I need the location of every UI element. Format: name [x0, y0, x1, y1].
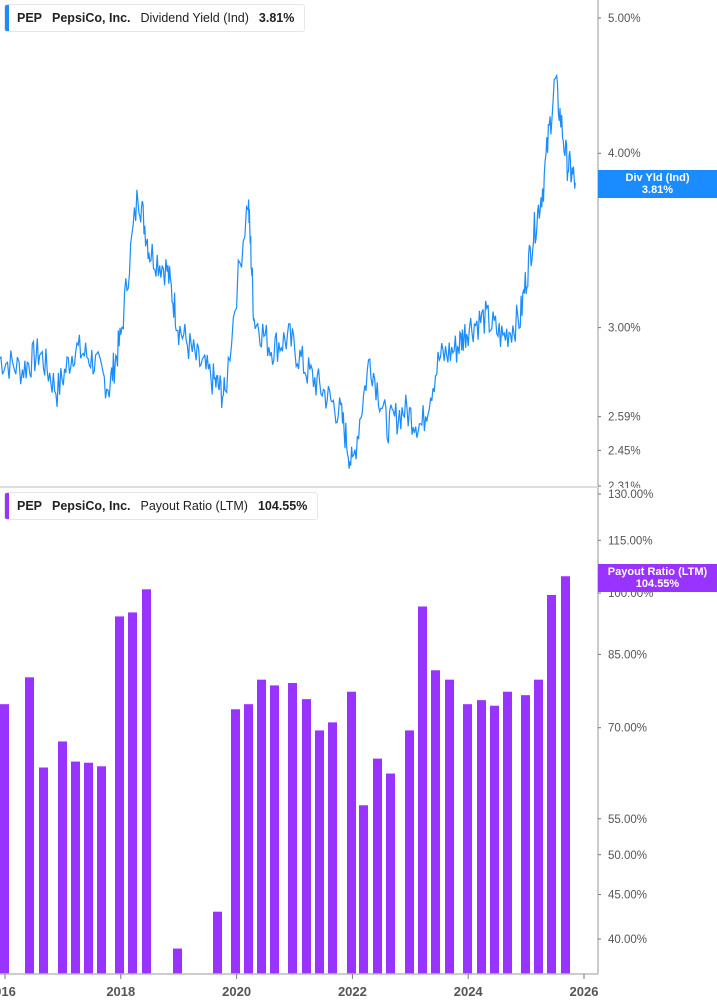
y-axis-tick-label: 130.00% [608, 489, 653, 501]
payout-bar[interactable] [490, 705, 499, 974]
y-axis-tick-label: 3.00% [608, 323, 641, 335]
payout-bar[interactable] [0, 704, 9, 974]
payout-bar[interactable] [431, 670, 440, 974]
y-axis-tick-label: 2.45% [608, 445, 641, 457]
payout-bar[interactable] [84, 762, 93, 974]
y-axis-tick-label: 115.00% [608, 535, 653, 547]
legend-value: 3.81% [258, 11, 295, 25]
x-axis-tick-label: 2026 [570, 984, 599, 999]
dividend-yield-legend[interactable]: PEP PepsiCo, Inc. Dividend Yield (Ind) 3… [4, 4, 306, 32]
payout-bar[interactable] [359, 805, 368, 974]
y-axis-tick-label: 45.00% [608, 890, 647, 902]
x-axis-tick-label: 2022 [338, 984, 367, 999]
legend-ticker: PEP [17, 499, 43, 513]
legend-value: 104.55% [257, 499, 308, 513]
payout-ratio-panel: 130.00% 115.00% 100.00% 85.00% 70.00% 55.00% 5… [0, 488, 717, 1005]
payout-bar[interactable] [561, 576, 570, 974]
payout-bar[interactable] [173, 948, 182, 974]
payout-bar[interactable] [213, 911, 222, 974]
legend-ticker: PEP [17, 11, 43, 25]
current-yield-flag: Div Yld (Ind) 3.81% [598, 170, 717, 198]
payout-bar[interactable] [288, 683, 297, 974]
payout-bar[interactable] [373, 758, 382, 974]
payout-bar[interactable] [534, 679, 543, 974]
current-payout-flag: Payout Ratio (LTM) 104.55% [598, 564, 717, 592]
payout-bar[interactable] [231, 709, 240, 974]
flag-value: 104.55% [635, 578, 680, 590]
payout-bar[interactable] [302, 699, 311, 974]
x-axis-tick-label: 016 [0, 984, 16, 999]
legend-metric: Payout Ratio (LTM) [140, 499, 248, 513]
flag-label: Payout Ratio (LTM) [607, 566, 708, 578]
flag-value: 3.81% [641, 184, 674, 196]
payout-bar[interactable] [25, 677, 34, 974]
payout-ratio-legend[interactable]: PEP PepsiCo, Inc. Payout Ratio (LTM) 104… [4, 492, 319, 520]
x-axis-tick-label: 2024 [454, 984, 484, 999]
legend-company: PepsiCo, Inc. [52, 499, 131, 513]
series-color-marker [5, 5, 9, 31]
payout-bar[interactable] [386, 773, 395, 974]
payout-bar[interactable] [477, 700, 486, 974]
x-axis-tick-label: 2018 [106, 984, 135, 999]
payout-bar[interactable] [463, 704, 472, 974]
payout-bar[interactable] [244, 704, 253, 974]
y-axis-tick-label: 70.00% [608, 723, 647, 735]
y-axis-tick-label: 2.59% [608, 412, 641, 424]
series-color-marker [5, 493, 9, 519]
payout-bar[interactable] [521, 695, 530, 974]
y-axis-tick-label: 50.00% [608, 850, 647, 862]
payout-bar[interactable] [97, 766, 106, 974]
payout-bar[interactable] [547, 594, 556, 974]
payout-bar[interactable] [328, 722, 337, 974]
payout-bar[interactable] [257, 679, 266, 974]
payout-bar[interactable] [315, 730, 324, 974]
payout-bar[interactable] [405, 730, 414, 974]
x-axis-tick-label: 2020 [222, 984, 251, 999]
payout-bar[interactable] [115, 616, 124, 974]
y-axis-tick-label: 5.00% [608, 13, 641, 25]
y-axis-tick-label: 2.31% [608, 481, 641, 488]
payout-bar[interactable] [270, 685, 279, 974]
payout-bar[interactable] [503, 691, 512, 974]
dividend-yield-line [0, 73, 576, 469]
dividend-yield-chart: 5.00% 4.00% 3.00% 2.59% 2.45% 2.31% [0, 0, 641, 488]
y-axis-tick-label: 55.00% [608, 814, 647, 826]
payout-bar[interactable] [445, 679, 454, 974]
dividend-yield-panel: 5.00% 4.00% 3.00% 2.59% 2.45% 2.31% PEP Pepsi… [0, 0, 717, 488]
legend-metric: Dividend Yield (Ind) [140, 11, 249, 25]
payout-bar[interactable] [128, 612, 137, 974]
payout-bar[interactable] [39, 767, 48, 974]
payout-bar[interactable] [142, 589, 151, 974]
flag-label: Div Yld (Ind) [625, 172, 690, 184]
y-axis-tick-label: 40.00% [608, 934, 647, 946]
legend-company: PepsiCo, Inc. [52, 11, 131, 25]
y-axis-tick-label: 85.00% [608, 649, 647, 661]
payout-bar[interactable] [347, 691, 356, 974]
payout-ratio-chart: 130.00%115.00%100.00%85.00%70.00%55.00%5… [0, 488, 653, 999]
y-axis-tick-label: 4.00% [608, 148, 641, 160]
payout-bar[interactable] [418, 606, 427, 974]
payout-bar[interactable] [71, 761, 80, 974]
payout-bar[interactable] [58, 741, 67, 974]
